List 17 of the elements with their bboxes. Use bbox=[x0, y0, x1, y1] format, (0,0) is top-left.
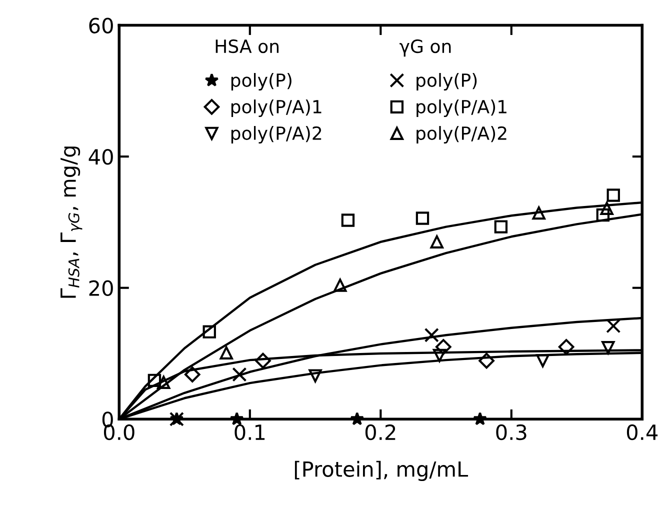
y-tick-label: 40 bbox=[88, 149, 113, 165]
x-tick-label: 0.4 bbox=[626, 424, 658, 440]
legend-label: poly(P) bbox=[231, 73, 292, 90]
legend-label: poly(P/A)2 bbox=[416, 126, 506, 144]
legend-label: poly(P/A)2 bbox=[231, 126, 322, 144]
y-axis-title: Γ$_{HSA}$, Γ$_{γG}$, mg/g bbox=[60, 146, 82, 298]
x-tick-label: 0.1 bbox=[234, 424, 265, 440]
annotation: γG on bbox=[400, 39, 451, 57]
y-tick-label: 60 bbox=[89, 18, 113, 34]
y-tick-label: 20 bbox=[89, 280, 113, 296]
x-axis-title: [Protein], mg/mL bbox=[294, 460, 468, 482]
legend-label: poly(P) bbox=[416, 73, 477, 90]
x-tick-label: 0.2 bbox=[365, 424, 396, 440]
annotation: HSA on bbox=[216, 39, 279, 54]
legend-label: poly(P/A)1 bbox=[231, 100, 322, 117]
x-tick-label: 0.3 bbox=[496, 424, 526, 440]
legend-label: poly(P/A)1 bbox=[416, 100, 506, 117]
